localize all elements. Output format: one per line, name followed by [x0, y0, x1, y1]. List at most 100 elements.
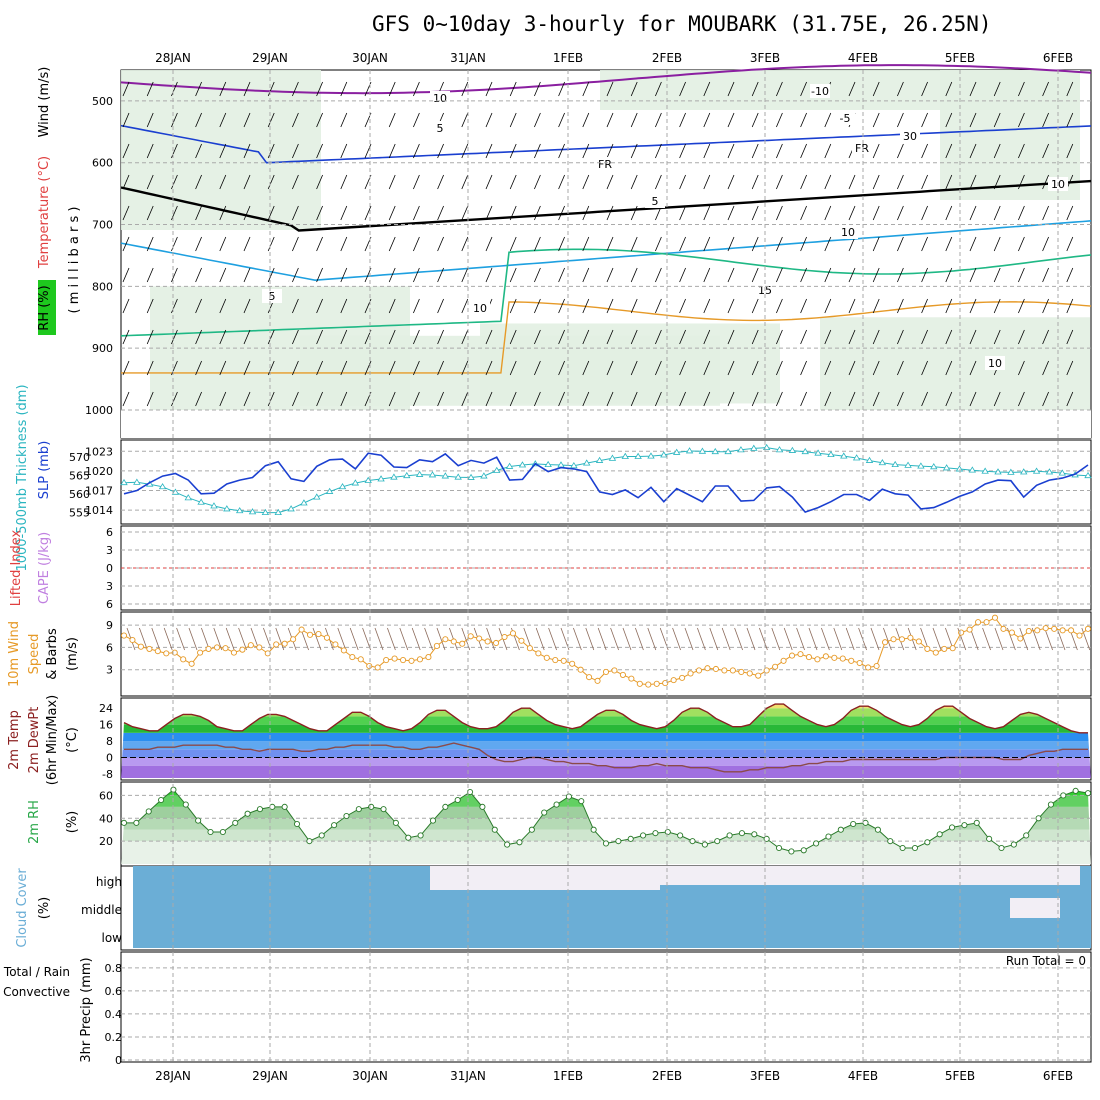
date-label: 29JAN: [252, 1069, 288, 1083]
wind-barb: [122, 329, 130, 345]
wind-speed-series-point: [628, 675, 635, 682]
wind-speed-series-point: [991, 614, 999, 621]
thickness-series-point: [634, 452, 642, 459]
wind-barb: [751, 112, 759, 128]
wind-barb: [316, 205, 323, 221]
wind-barb: [655, 391, 662, 407]
wind-barb: [824, 267, 832, 283]
rh-series-point: [800, 847, 807, 854]
wind-barb: [655, 112, 662, 128]
date-label: 3FEB: [750, 51, 780, 65]
wind-speed-series-point: [459, 640, 466, 647]
wind-barb: [485, 267, 493, 283]
date-label: 5FEB: [945, 1069, 975, 1083]
wind-barb: [848, 391, 856, 407]
wind-speed-series-point: [1076, 632, 1083, 639]
wind-barb: [461, 236, 469, 252]
wind-barb: [195, 236, 202, 252]
wind-speed-series-point: [975, 619, 982, 626]
wind-barb: [921, 205, 928, 221]
rh-series-point: [306, 838, 313, 845]
wind-barb: [413, 391, 420, 407]
wind-barb: [776, 391, 783, 407]
rh-series-point: [689, 838, 696, 845]
surface-wind-barb: [1081, 627, 1091, 651]
wind-barb: [872, 360, 880, 376]
dewpoint-series: [124, 742, 1088, 773]
wind-barb: [195, 112, 202, 128]
temp-band: [121, 757, 1091, 766]
rh-shading-patch: [480, 323, 780, 404]
wind-barb: [751, 205, 759, 221]
wind-barb: [413, 205, 420, 221]
wind-barb: [243, 267, 251, 283]
wind-speed-series-point: [695, 667, 703, 674]
wind-barb: [776, 174, 783, 190]
wind-barb: [509, 298, 517, 314]
surface-wind-barb: [610, 627, 619, 651]
wind-barb: [122, 391, 130, 407]
wind-barb: [340, 298, 348, 314]
slp-tick-label: 1020: [85, 465, 113, 478]
wind-barb: [897, 81, 904, 97]
surface-wind-barb: [721, 627, 731, 651]
wind-barb: [727, 360, 735, 376]
thickness-series-point: [1032, 467, 1041, 474]
wind-barb: [679, 112, 686, 128]
thickness-series-point: [955, 465, 964, 472]
thickness-series-point: [441, 472, 450, 479]
rh-axis-label: RH (%): [37, 285, 52, 330]
wind-barb: [413, 236, 420, 252]
wind-barb: [776, 112, 783, 128]
contour-label-bg: [852, 141, 872, 155]
date-label: 28JAN: [155, 51, 191, 65]
pressure-tick-label: 600: [92, 157, 113, 170]
surface-wind-barb: [597, 627, 607, 651]
rh-series-point: [887, 838, 894, 845]
wind-barb: [751, 236, 759, 252]
thickness-series-point: [904, 461, 912, 468]
surface-wind-barb: [238, 627, 247, 651]
rh-series-point: [640, 832, 647, 839]
wind-barb: [509, 329, 517, 345]
wind-barb: [800, 81, 807, 97]
wind-barb: [509, 112, 517, 128]
wind-barb: [485, 205, 493, 221]
wind-barb: [800, 298, 807, 314]
thickness-series-point: [248, 508, 257, 515]
rh-series-point: [1010, 841, 1017, 848]
wind-barb: [316, 174, 323, 190]
wind-speed-series-point: [163, 650, 170, 657]
rh-series-point: [837, 826, 844, 833]
wind-barb: [195, 360, 202, 376]
rh-series-point: [1023, 832, 1030, 839]
wind-barb: [969, 112, 977, 128]
wind-speed-series-point: [738, 668, 745, 675]
wind-barb: [461, 329, 469, 345]
wind-barb: [993, 329, 1001, 345]
wind-barb: [558, 143, 565, 159]
wind-barb: [872, 236, 880, 252]
panel-labels: RH (%) Temperature (°C) Wind (m/s) ( m i l …: [3, 67, 94, 1063]
wind-speed-series-point: [383, 657, 390, 664]
wind-barb: [800, 143, 807, 159]
wind-barb: [558, 391, 565, 407]
date-label: 6FEB: [1043, 1069, 1073, 1083]
wind-barb: [848, 267, 856, 283]
wind-barb: [388, 236, 396, 252]
wind-barb: [243, 360, 251, 376]
rh-tick-label: 20: [99, 835, 113, 848]
wind-barb: [171, 205, 178, 221]
date-label: 31JAN: [450, 1069, 486, 1083]
wind-barb: [292, 236, 299, 252]
pressure-tick-label: 900: [92, 342, 113, 355]
wind-barb: [582, 360, 590, 376]
wind-barb: [146, 391, 154, 407]
temp-band: [121, 724, 1091, 733]
surface-wind-barb: [436, 627, 446, 651]
li-tick-label: 6: [106, 526, 113, 539]
wind-speed-series-point: [1025, 628, 1032, 635]
thickness-series-point: [660, 451, 668, 458]
precip-tick-label: 0: [115, 1054, 122, 1067]
wind-barb: [703, 205, 711, 221]
